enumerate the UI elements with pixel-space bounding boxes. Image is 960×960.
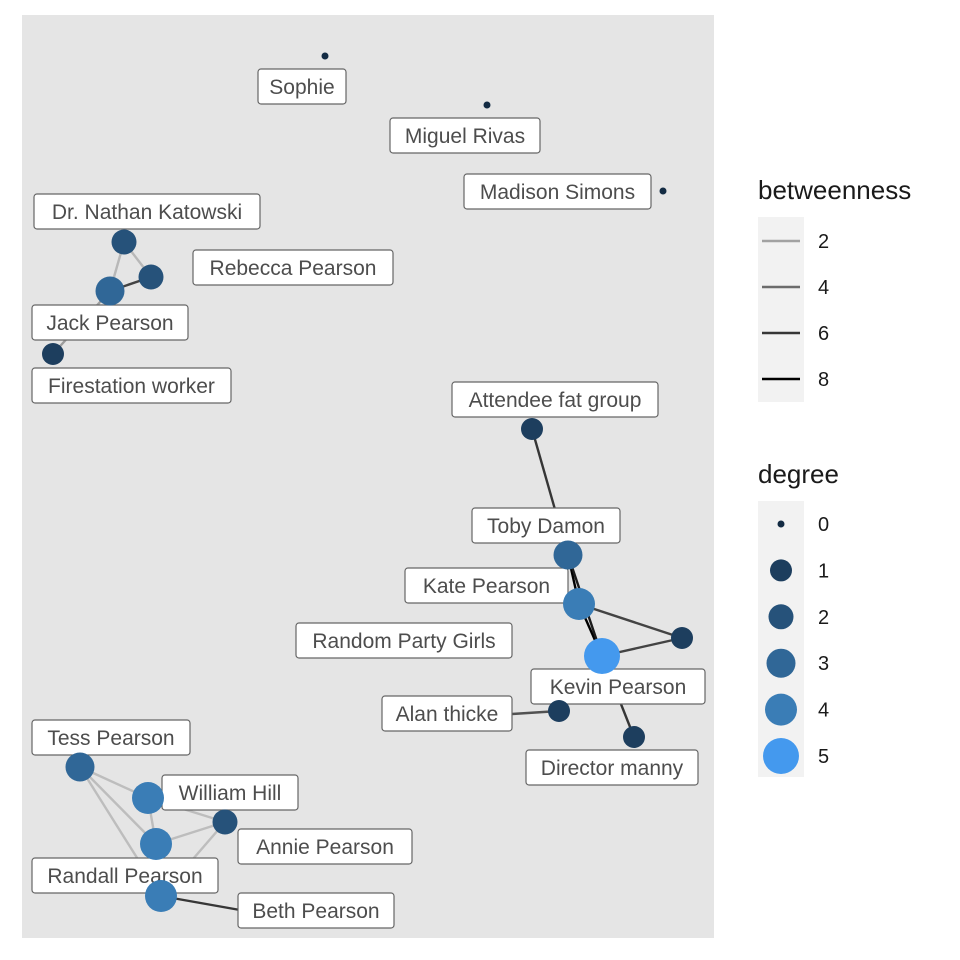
node-label-randall: Randall Pearson — [31, 857, 219, 894]
node-label-miguel: Miguel Rivas — [389, 117, 541, 154]
legend-degree-label-3: 3 — [818, 653, 829, 675]
node-label-text-kevin: Kevin Pearson — [550, 676, 687, 699]
node-firestation — [42, 343, 64, 365]
node-toby — [553, 540, 583, 570]
legend-degree-key-3 — [766, 648, 796, 678]
node-kevin — [584, 638, 620, 674]
node-madison — [659, 187, 667, 195]
node-label-firestation: Firestation worker — [31, 367, 232, 404]
node-label-toby: Toby Damon — [471, 507, 621, 544]
node-label-madison: Madison Simons — [463, 173, 652, 210]
node-label-text-annie: Annie Pearson — [256, 836, 394, 859]
node-label-text-toby: Toby Damon — [487, 515, 605, 538]
nodes-layer — [42, 52, 693, 912]
node-label-katowski: Dr. Nathan Katowski — [33, 193, 261, 230]
node-beth — [145, 880, 177, 912]
legend-degree-bg — [758, 501, 804, 777]
legend-betweenness-label-4: 4 — [818, 277, 829, 299]
node-rebecca — [138, 264, 164, 290]
node-label-annie: Annie Pearson — [237, 828, 413, 865]
node-label-party: Random Party Girls — [295, 622, 513, 659]
node-label-attendee: Attendee fat group — [451, 381, 659, 418]
node-label-text-miguel: Miguel Rivas — [405, 125, 525, 148]
legend-degree-key-5 — [763, 738, 799, 774]
legend-degree-label-5: 5 — [818, 746, 829, 768]
legend-degree-key-2 — [768, 604, 794, 630]
node-label-jack: Jack Pearson — [31, 304, 189, 341]
legend-degree-key-4 — [765, 693, 797, 726]
plot-panel — [22, 15, 714, 938]
legend-degree-label-0: 0 — [818, 514, 829, 536]
node-alan — [548, 700, 570, 722]
node-annie — [212, 809, 238, 835]
legend-degree-key-1 — [770, 559, 792, 582]
node-label-text-randall: Randall Pearson — [47, 865, 202, 888]
node-label-beth: Beth Pearson — [237, 892, 395, 929]
legend-degree-label-1: 1 — [818, 560, 829, 582]
node-label-text-director: Director manny — [541, 757, 684, 780]
node-label-kate: Kate Pearson — [404, 567, 569, 604]
node-label-text-katowski: Dr. Nathan Katowski — [52, 201, 242, 224]
legend-betweenness-label-2: 2 — [818, 231, 829, 253]
node-label-text-beth: Beth Pearson — [252, 900, 379, 923]
legend-degree-label-4: 4 — [818, 700, 829, 722]
legend-betweenness-label-8: 8 — [818, 369, 829, 391]
node-label-kevin: Kevin Pearson — [530, 668, 706, 705]
node-label-text-party: Random Party Girls — [312, 630, 495, 653]
legend-betweenness-title: betweenness — [758, 175, 911, 205]
node-label-sophie: Sophie — [257, 68, 347, 105]
node-label-text-kate: Kate Pearson — [423, 575, 550, 598]
node-kate — [563, 588, 595, 620]
edge-kate-party — [578, 602, 683, 640]
labels-layer: Sophie Miguel Rivas Madison Simons Dr. Nath… — [31, 68, 706, 929]
legend-degree: degree 0 1 2 3 4 5 — [758, 459, 839, 777]
node-label-text-jack: Jack Pearson — [46, 312, 173, 335]
legend-degree-key-0 — [777, 520, 785, 528]
node-label-director: Director manny — [525, 749, 699, 786]
node-sophie — [321, 52, 329, 60]
node-label-text-madison: Madison Simons — [480, 181, 635, 204]
node-label-rebecca: Rebecca Pearson — [192, 249, 394, 286]
node-jack — [95, 276, 125, 306]
legend-betweenness-label-6: 6 — [818, 323, 829, 345]
node-label-william: William Hill — [161, 774, 299, 811]
node-label-text-tess: Tess Pearson — [47, 727, 174, 750]
node-randall — [140, 828, 172, 860]
node-tess — [65, 752, 95, 782]
legend-degree-title: degree — [758, 459, 839, 489]
node-attendee — [521, 418, 543, 440]
legend-betweenness-bg — [758, 217, 804, 402]
node-party — [671, 627, 693, 649]
node-label-text-william: William Hill — [179, 782, 282, 805]
node-katowski — [111, 229, 137, 255]
node-label-alan: Alan thicke — [381, 695, 513, 732]
node-label-text-rebecca: Rebecca Pearson — [210, 257, 377, 280]
node-label-text-sophie: Sophie — [269, 76, 334, 99]
legend-betweenness: betweenness 2 4 6 8 — [758, 175, 911, 402]
edge-tess-randall — [79, 766, 157, 845]
node-label-tess: Tess Pearson — [31, 719, 191, 756]
legend-degree-label-2: 2 — [818, 607, 829, 629]
node-william — [132, 782, 164, 814]
node-miguel — [483, 101, 491, 109]
node-label-text-firestation: Firestation worker — [48, 375, 215, 398]
node-director — [623, 726, 645, 748]
node-label-text-alan: Alan thicke — [396, 703, 499, 726]
node-label-text-attendee: Attendee fat group — [469, 389, 642, 412]
